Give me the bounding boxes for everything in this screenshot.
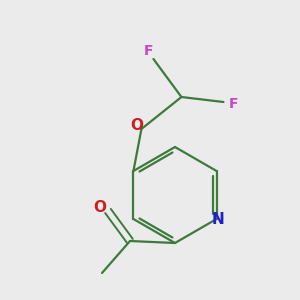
Text: O: O: [94, 200, 106, 215]
Text: N: N: [211, 212, 224, 226]
Text: F: F: [229, 97, 238, 111]
Text: O: O: [130, 118, 143, 134]
Text: F: F: [144, 44, 153, 58]
